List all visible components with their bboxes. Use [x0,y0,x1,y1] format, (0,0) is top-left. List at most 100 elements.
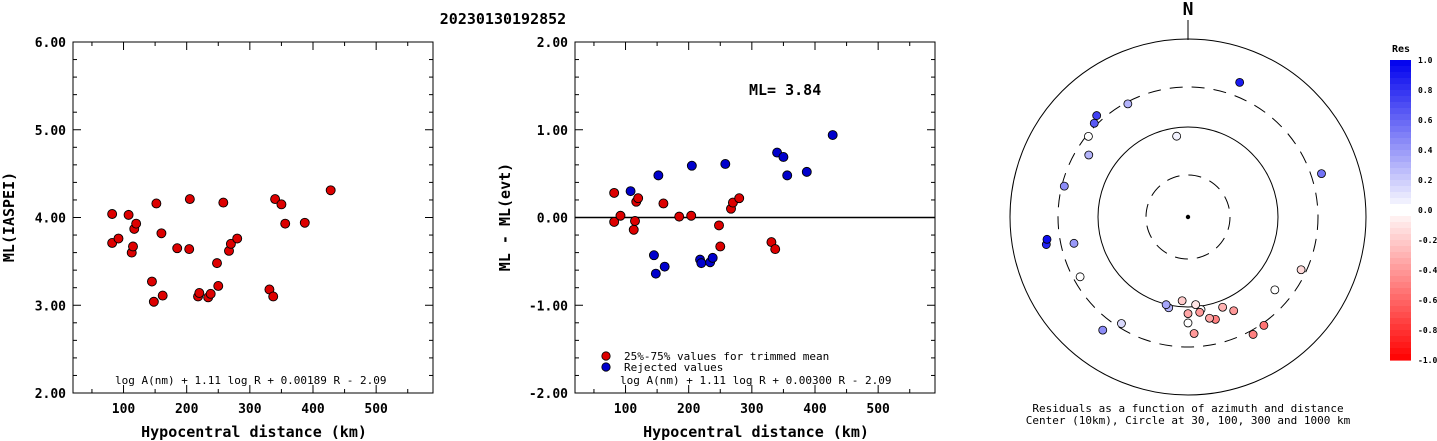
station-residual-point [1183,309,1193,319]
data-point [827,130,838,140]
data-point [707,252,718,263]
colorbar-cell [1390,312,1411,319]
plot1-x-axis-label: Hypocentral distance (km) [141,423,367,441]
ring-1000km [1009,38,1367,396]
x-tick-label: 400 [803,402,827,417]
data-point [128,241,138,252]
colorbar-cell [1390,180,1411,187]
ring-300km [1057,86,1319,348]
station-residual-point [1123,99,1133,109]
data-point [720,159,731,169]
ring-100km [1097,126,1279,308]
x-tick-label: 200 [677,402,701,417]
data-point [770,244,781,255]
colorbar-cell [1390,108,1411,115]
colorbar-cell [1390,222,1411,229]
center-point [1185,214,1191,220]
colorbar-cell [1390,138,1411,145]
colorbar-cell [1390,330,1411,337]
legend-label-trimmed: 25%-75% values for trimmed mean [624,350,829,363]
data-point [212,258,222,269]
colorbar-cell [1390,156,1411,163]
plot2-formula: log A(nm) + 1.11 log R + 0.00300 R - 2.0… [620,374,892,387]
station-residual-point [1069,238,1079,248]
colorbar-cell [1390,78,1411,85]
data-point [658,198,669,209]
data-point [131,218,142,229]
colorbar-cell [1390,84,1411,91]
colorbar-cell [1390,234,1411,241]
colorbar-cell [1390,342,1411,349]
colorbar-cell [1390,192,1411,199]
data-point [276,199,287,210]
data-point [782,170,793,181]
colorbar-cell [1390,252,1411,259]
y-tick-label: 2.00 [35,387,66,402]
data-point [184,194,195,205]
colorbar-cell [1390,120,1411,127]
data-point [325,185,336,196]
data-point [184,244,195,255]
y-tick-label: 5.00 [35,124,66,139]
colorbar-cell [1390,306,1411,313]
x-tick-label: 300 [238,402,262,417]
y-tick-label: 4.00 [35,212,66,227]
station-residual-point [1042,234,1052,244]
data-point [778,152,789,162]
data-point [225,238,236,249]
data-point [653,170,664,181]
x-tick-label: 100 [112,402,136,417]
north-label: N [1183,0,1194,20]
station-residual-point [1075,272,1085,282]
data-point [609,216,620,227]
data-point [633,193,644,204]
data-point [696,258,707,269]
data-point [157,290,168,301]
colorbar-tick-label: -0.8 [1418,326,1437,335]
data-point [146,276,157,287]
colorbar-cell [1390,324,1411,331]
data-point [674,211,685,222]
polar-caption-2: Center (10km), Circle at 30, 100, 300 an… [1026,414,1351,427]
data-point [686,160,697,171]
data-point [123,209,134,220]
data-point [648,250,659,261]
data-point [151,198,162,209]
azimuth-residual-plot: N Residuals as a function of azimuth and… [1009,0,1367,427]
colorbar-cell [1390,150,1411,157]
legend-marker-rejected [601,362,611,372]
data-point [714,220,724,231]
y-tick-label: -1.00 [529,299,568,314]
station-residual-point [1229,306,1239,316]
colorbar-cell [1390,72,1411,79]
x-tick-label: 200 [175,402,199,417]
station-residual-point [1183,318,1193,328]
data-point [218,197,229,208]
y-tick-label: 1.00 [537,124,568,139]
data-point [172,243,183,254]
colorbar-cell [1390,144,1411,151]
colorbar-tick-label: 0.2 [1418,176,1433,185]
station-residual-point [1189,329,1199,338]
colorbar-cell [1390,276,1411,283]
colorbar-cell [1390,216,1411,223]
data-point [299,217,310,228]
colorbar-cell [1390,66,1411,73]
data-point [107,209,118,219]
x-tick-label: 500 [364,402,388,417]
station-residual-point [1161,300,1171,310]
data-point [194,288,205,298]
colorbar-cell [1390,174,1411,181]
data-point [280,218,291,229]
data-point [205,288,216,299]
station-residual-point [1270,285,1280,295]
colorbar-cell [1390,60,1411,67]
data-point [630,216,640,226]
colorbar-cell [1390,228,1411,235]
colorbar-cell [1390,126,1411,133]
data-point [686,210,697,221]
colorbar-cell [1390,288,1411,295]
data-point [232,233,243,244]
station-residual-point [1177,296,1187,306]
